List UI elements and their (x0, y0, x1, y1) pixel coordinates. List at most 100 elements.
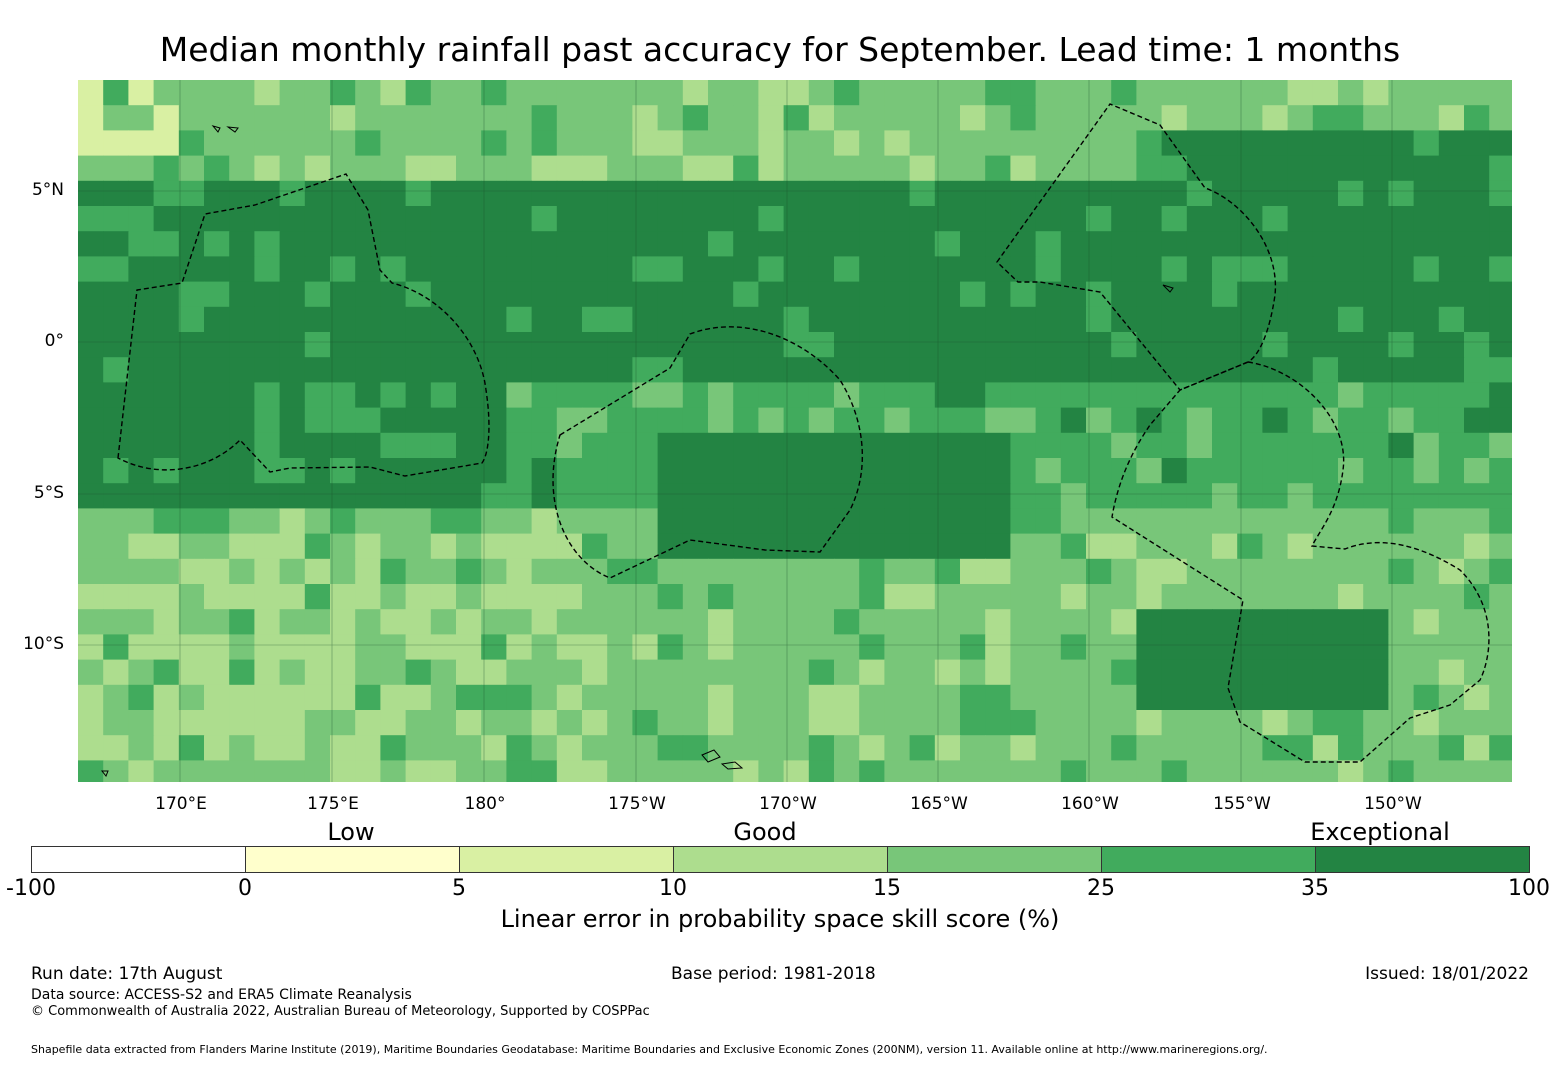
skill-cell (783, 130, 810, 157)
skill-cell (1464, 130, 1490, 157)
skill-cell (934, 180, 961, 207)
skill-cell (783, 558, 810, 585)
skill-cell (758, 130, 785, 157)
skill-cell (834, 332, 860, 358)
skill-cell (808, 609, 835, 635)
skill-cell (682, 206, 709, 232)
skill-cell (103, 155, 129, 182)
skill-cell (1338, 684, 1364, 711)
skill-cell (1489, 306, 1512, 333)
skill-cell (531, 710, 558, 736)
skill-cell (859, 407, 885, 434)
skill-cell (103, 357, 129, 383)
skill-cell (1388, 432, 1415, 459)
skill-cell (506, 760, 533, 782)
skill-cell (1086, 281, 1112, 308)
colorbar-segment-4 (887, 846, 1102, 873)
skill-cell (1212, 432, 1238, 459)
skill-cell (456, 558, 482, 585)
skill-cell (1489, 105, 1512, 131)
skill-cell (1388, 130, 1415, 157)
skill-cell (657, 634, 684, 661)
skill-cell (1060, 180, 1087, 207)
skill-cell (808, 659, 835, 686)
skill-cell (405, 382, 432, 409)
legend-category-good: Good (733, 818, 797, 846)
skill-cell (103, 584, 129, 610)
skill-cell (1086, 432, 1112, 459)
skill-cell (229, 130, 255, 157)
skill-cell (1010, 432, 1037, 459)
skill-cell (456, 130, 482, 157)
skill-cell (1060, 609, 1087, 635)
skill-cell (103, 256, 129, 283)
skill-cell (254, 684, 281, 711)
skill-cell (1060, 407, 1087, 434)
skill-cell (985, 634, 1011, 661)
skill-cell (960, 231, 986, 257)
skill-cell (229, 558, 255, 585)
skill-cell (355, 231, 381, 257)
skill-cell (884, 508, 911, 535)
skill-cell (1237, 558, 1263, 585)
skill-cell (607, 710, 633, 736)
skill-cell (1312, 231, 1339, 257)
skill-cell (103, 684, 129, 711)
skill-cell (1060, 558, 1087, 585)
skill-cell (1186, 458, 1213, 484)
skill-cell (985, 609, 1011, 635)
skill-cell (279, 332, 306, 358)
skill-cell (1262, 382, 1289, 409)
skill-cell (1363, 130, 1389, 157)
skill-cell (1186, 180, 1213, 207)
skill-cell (582, 584, 608, 610)
skill-cell (934, 735, 961, 761)
skill-cell (859, 180, 885, 207)
skill-cell (1464, 407, 1490, 434)
colorbar-tick: 25 (1087, 876, 1115, 901)
base-period: Base period: 1981-2018 (671, 964, 876, 984)
skill-cell (733, 609, 759, 635)
skill-cell (330, 432, 356, 459)
skill-cell (1489, 634, 1512, 661)
skill-cell (178, 80, 205, 106)
skill-cell (531, 407, 558, 434)
skill-cell (607, 332, 633, 358)
skill-cell (960, 306, 986, 333)
skill-cell (783, 432, 810, 459)
skill-cell (153, 634, 180, 661)
skill-cell (1287, 584, 1314, 610)
skill-cell (632, 332, 659, 358)
skill-cell (985, 684, 1011, 711)
skill-cell (531, 659, 558, 686)
skill-cell (1464, 634, 1490, 661)
skill-cell (1312, 105, 1339, 131)
skill-cell (380, 760, 407, 782)
skill-cell (934, 105, 961, 131)
lon-label-170e: 170°E (155, 794, 207, 814)
skill-cell (1060, 206, 1087, 232)
skill-cell (632, 684, 659, 711)
skill-cell (1464, 558, 1490, 585)
skill-cell (1438, 332, 1465, 358)
skill-cell (330, 231, 356, 257)
skill-cell (1111, 609, 1137, 635)
skill-cell (985, 483, 1011, 509)
skill-cell (531, 180, 558, 207)
skill-cell (405, 684, 432, 711)
skill-cell (103, 407, 129, 434)
skill-cell (1287, 407, 1314, 434)
skill-cell (1237, 508, 1263, 535)
skill-cell (531, 357, 558, 383)
skill-cell (657, 533, 684, 560)
skill-cell (355, 684, 381, 711)
skill-cell (960, 458, 986, 484)
skill-cell (103, 432, 129, 459)
skill-cell (1312, 130, 1339, 157)
skill-cell (1035, 558, 1062, 585)
skill-cell (1388, 760, 1415, 782)
skill-cell (1388, 634, 1415, 661)
skill-cell (304, 634, 331, 661)
skill-cell (682, 659, 709, 686)
skill-cell (430, 155, 457, 182)
